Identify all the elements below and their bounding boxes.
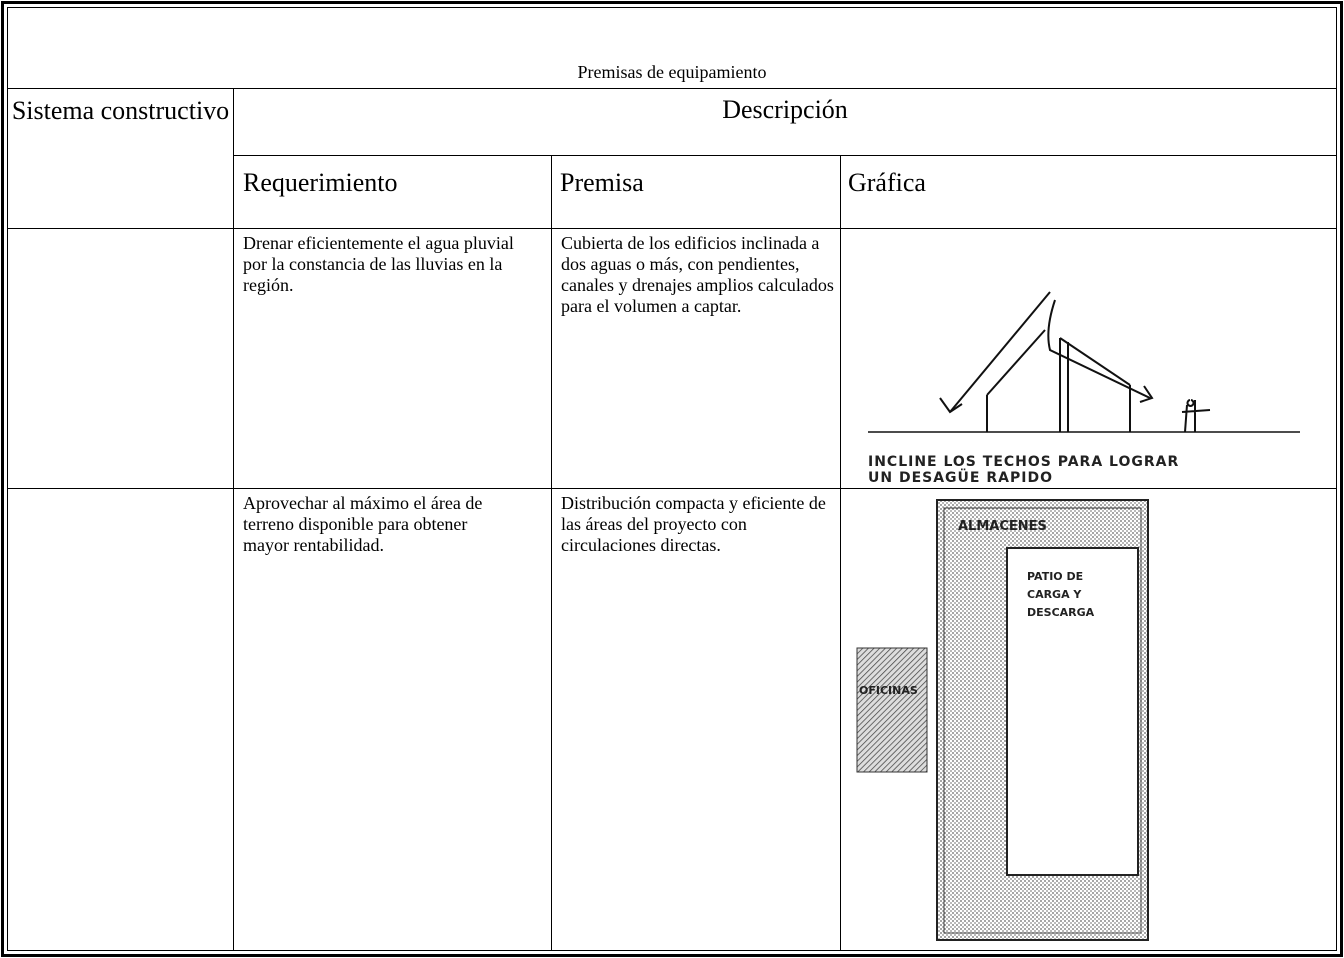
header-sistema: Sistema constructivo: [11, 96, 230, 125]
header-descripcion: Descripción: [722, 95, 848, 124]
premisa: Cubierta de los edificios inclinada a do…: [561, 233, 834, 316]
sketch-caption: UN DESAGÜE RAPIDO: [868, 468, 1053, 486]
column-header: Requerimiento: [243, 168, 398, 197]
premisa: Distribución compacta y eficiente de las…: [561, 493, 826, 555]
plan-sketch: [856, 499, 1149, 941]
requerimiento: Aprovechar al máximo el área de terreno …: [243, 493, 483, 555]
plan-label: ALMACENES: [958, 519, 1047, 534]
column-header: Premisa: [560, 168, 644, 197]
column-header: Gráfica: [848, 168, 926, 197]
plan-label: CARGA Y: [1027, 588, 1082, 601]
grid: [8, 88, 1337, 950]
plan-label: DESCARGA: [1027, 606, 1095, 619]
sketch-caption: INCLINE LOS TECHOS PARA LOGRAR: [868, 454, 1179, 470]
roof-sketch: [868, 291, 1300, 433]
table-title: Premisas de equipamiento: [577, 62, 767, 82]
inner-border: [7, 7, 1337, 951]
requerimiento: Drenar eficientemente el agua pluvial po…: [243, 233, 514, 295]
plan-label: OFICINAS: [859, 684, 918, 697]
plan-label: PATIO DE: [1027, 570, 1083, 583]
